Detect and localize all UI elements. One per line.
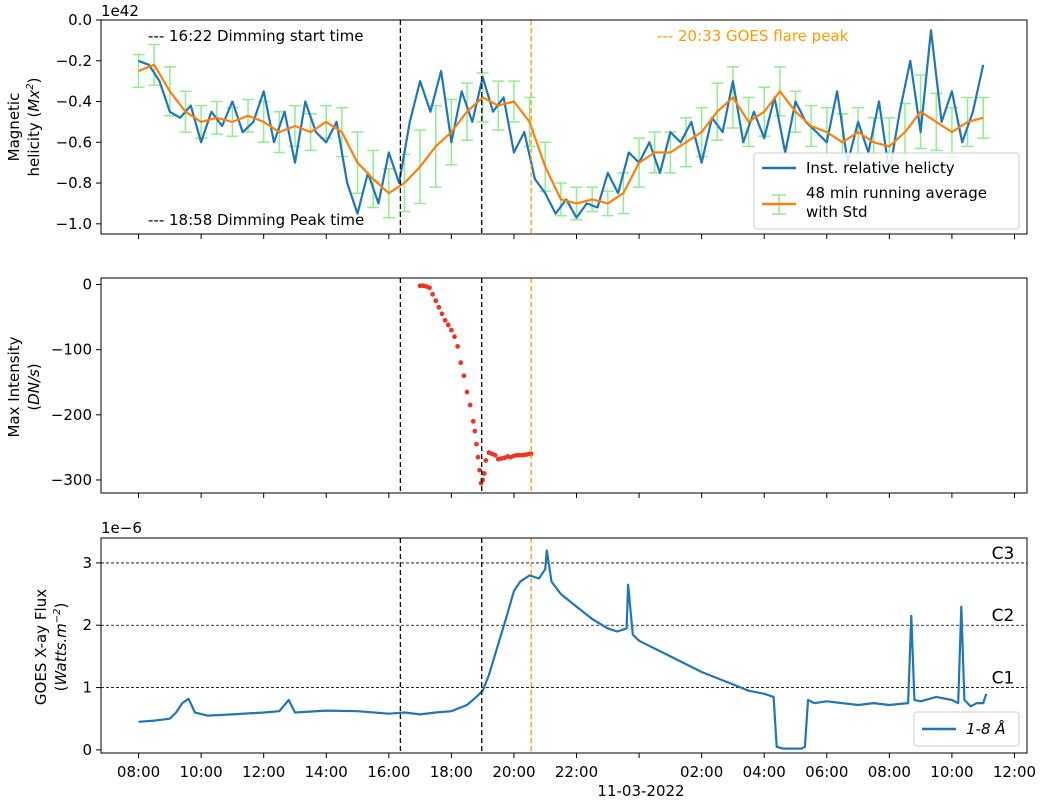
scatter-point-16 bbox=[467, 402, 473, 408]
scatter-point-40 bbox=[528, 451, 534, 457]
hline-label-c1: C1 bbox=[992, 669, 1015, 689]
annotation-goes-flare-peak: --- 20:33 GOES flare peak bbox=[657, 27, 849, 45]
goes-offset-text: 1e−6 bbox=[101, 519, 142, 537]
hline-label-c3: C3 bbox=[992, 544, 1015, 564]
x-tick-label-9: 04:00 bbox=[743, 763, 786, 781]
x-tick-label-11: 08:00 bbox=[868, 763, 911, 781]
panel-helicity: 1e42 0.0 −0.2 −0.4 −0.6 −0.8 −1.0 Magnetic he… bbox=[5, 2, 1028, 239]
helicity-ylabel-line2: helicity (Mx2) bbox=[25, 78, 43, 177]
goes-y-ticks: 0 1 2 3 bbox=[82, 554, 101, 759]
annotation-dimming-peak: --- 18:58 Dimming Peak time bbox=[148, 211, 364, 229]
y-tick-label-3: −300 bbox=[51, 471, 92, 489]
goes-ylabel-line1: GOES X-ay Flux bbox=[32, 589, 50, 705]
scatter-point-10 bbox=[448, 327, 454, 333]
panel-intensity: 0 −100 −200 −300 Max Intensity (DN/s) bbox=[5, 276, 1028, 498]
y-tick-label-4: −0.8 bbox=[56, 174, 92, 192]
intensity-ylabel-line2: (DN/s) bbox=[25, 363, 43, 410]
y-tick-label-2: −200 bbox=[51, 406, 92, 424]
scatter-point-3 bbox=[427, 285, 432, 291]
x-tick-label-3: 14:00 bbox=[305, 763, 348, 781]
scatter-point-7 bbox=[439, 311, 445, 317]
scatter-point-5 bbox=[433, 298, 439, 304]
x-tick-label-2: 12:00 bbox=[242, 763, 285, 781]
goes-plot-area bbox=[101, 538, 1027, 753]
intensity-plot-area bbox=[399, 278, 534, 493]
goes-legend-box bbox=[913, 711, 1020, 747]
scatter-point-19 bbox=[474, 441, 479, 447]
scatter-point-4 bbox=[430, 291, 436, 297]
intensity-axes-frame bbox=[100, 277, 1028, 494]
y-tick-label-1: −100 bbox=[51, 341, 92, 359]
scatter-point-17 bbox=[470, 418, 476, 424]
x-tick-label-7: 22:00 bbox=[555, 763, 598, 781]
scatter-point-8 bbox=[442, 317, 448, 323]
intensity-x-ticks bbox=[138, 493, 1015, 498]
hline-label-c2: C2 bbox=[992, 606, 1015, 626]
x-tick-label-8: 02:00 bbox=[680, 763, 723, 781]
scatter-point-25 bbox=[483, 458, 489, 463]
y-tick-label-3: 3 bbox=[82, 554, 92, 572]
x-tick-label-1: 10:00 bbox=[179, 763, 222, 781]
scatter-point-15 bbox=[464, 389, 470, 395]
series-line-0 bbox=[138, 549, 988, 750]
helicity-x-ticks bbox=[138, 234, 1015, 239]
scatter-point-18 bbox=[472, 428, 478, 434]
goes-x-ticks: 08:00 10:00 12:00 14:00 16:00 18:00 20:00 22:00… bbox=[117, 753, 1036, 781]
helicity-y-ticks: 0.0 −0.2 −0.4 −0.6 −0.8 −1.0 bbox=[56, 11, 101, 233]
x-tick-label-10: 06:00 bbox=[805, 763, 848, 781]
panel-goes: 1e−6 0 1 2 3 08:00 10:00 12:00 14:00 16:00 18:00… bbox=[32, 519, 1036, 800]
x-tick-label-13: 12:00 bbox=[993, 763, 1036, 781]
x-tick-label-6: 20:00 bbox=[492, 763, 535, 781]
goes-xlabel: 11-03-2022 bbox=[597, 782, 684, 800]
intensity-y-ticks: 0 −100 −200 −300 bbox=[51, 276, 101, 489]
goes-legend: 1-8 Å bbox=[913, 711, 1020, 747]
goes-axes-frame bbox=[100, 537, 1028, 754]
legend-label-with-std: with Std bbox=[806, 203, 868, 221]
x-tick-label-4: 16:00 bbox=[367, 763, 410, 781]
scatter-point-28 bbox=[492, 452, 498, 458]
scatter-point-9 bbox=[445, 322, 451, 328]
legend-label-running-average: 48 min running average bbox=[806, 184, 987, 202]
x-tick-label-12: 10:00 bbox=[930, 763, 973, 781]
helicity-offset-text: 1e42 bbox=[101, 2, 139, 20]
y-tick-label-1: −0.2 bbox=[56, 52, 92, 70]
x-tick-label-5: 18:00 bbox=[430, 763, 473, 781]
y-tick-label-0: 0 bbox=[82, 741, 92, 759]
y-tick-label-0: 0.0 bbox=[68, 11, 92, 29]
y-tick-label-0: 0 bbox=[82, 276, 92, 294]
scatter-point-20 bbox=[475, 454, 481, 460]
legend-swatch-running-average bbox=[762, 194, 796, 215]
scatter-point-11 bbox=[452, 334, 457, 340]
x-tick-label-0: 08:00 bbox=[117, 763, 160, 781]
scatter-point-24 bbox=[481, 471, 487, 476]
y-tick-label-2: 2 bbox=[82, 616, 92, 634]
scatter-point-21 bbox=[477, 467, 482, 473]
goes-ylabel-line2: (Watts.m−2) bbox=[52, 603, 70, 692]
legend-label-inst-helicity: Inst. relative helicty bbox=[806, 159, 955, 177]
helicity-ylabel-line1: Magnetic bbox=[5, 93, 23, 162]
y-tick-label-1: 1 bbox=[82, 679, 92, 697]
helicity-axes-frame bbox=[100, 19, 1028, 235]
y-tick-label-5: −1.0 bbox=[56, 215, 92, 233]
legend-label-goes-1-8: 1-8 Å bbox=[966, 719, 1006, 738]
scatter-point-12 bbox=[455, 344, 461, 349]
scatter-point-13 bbox=[458, 360, 464, 366]
annotation-dimming-start: --- 16:22 Dimming start time bbox=[148, 27, 364, 45]
series-line-1 bbox=[138, 63, 984, 205]
helicity-legend: Inst. relative helicty 48 min running av… bbox=[753, 152, 1020, 230]
scatter-point-23 bbox=[480, 477, 486, 483]
intensity-ylabel-line1: Max Intensity bbox=[5, 336, 23, 437]
y-tick-label-2: −0.4 bbox=[56, 93, 92, 111]
series-line-0 bbox=[138, 29, 985, 219]
y-tick-label-3: −0.6 bbox=[56, 133, 92, 151]
scatter-point-14 bbox=[461, 373, 467, 379]
scatter-point-6 bbox=[436, 304, 442, 310]
helicity-legend-box bbox=[753, 152, 1020, 230]
